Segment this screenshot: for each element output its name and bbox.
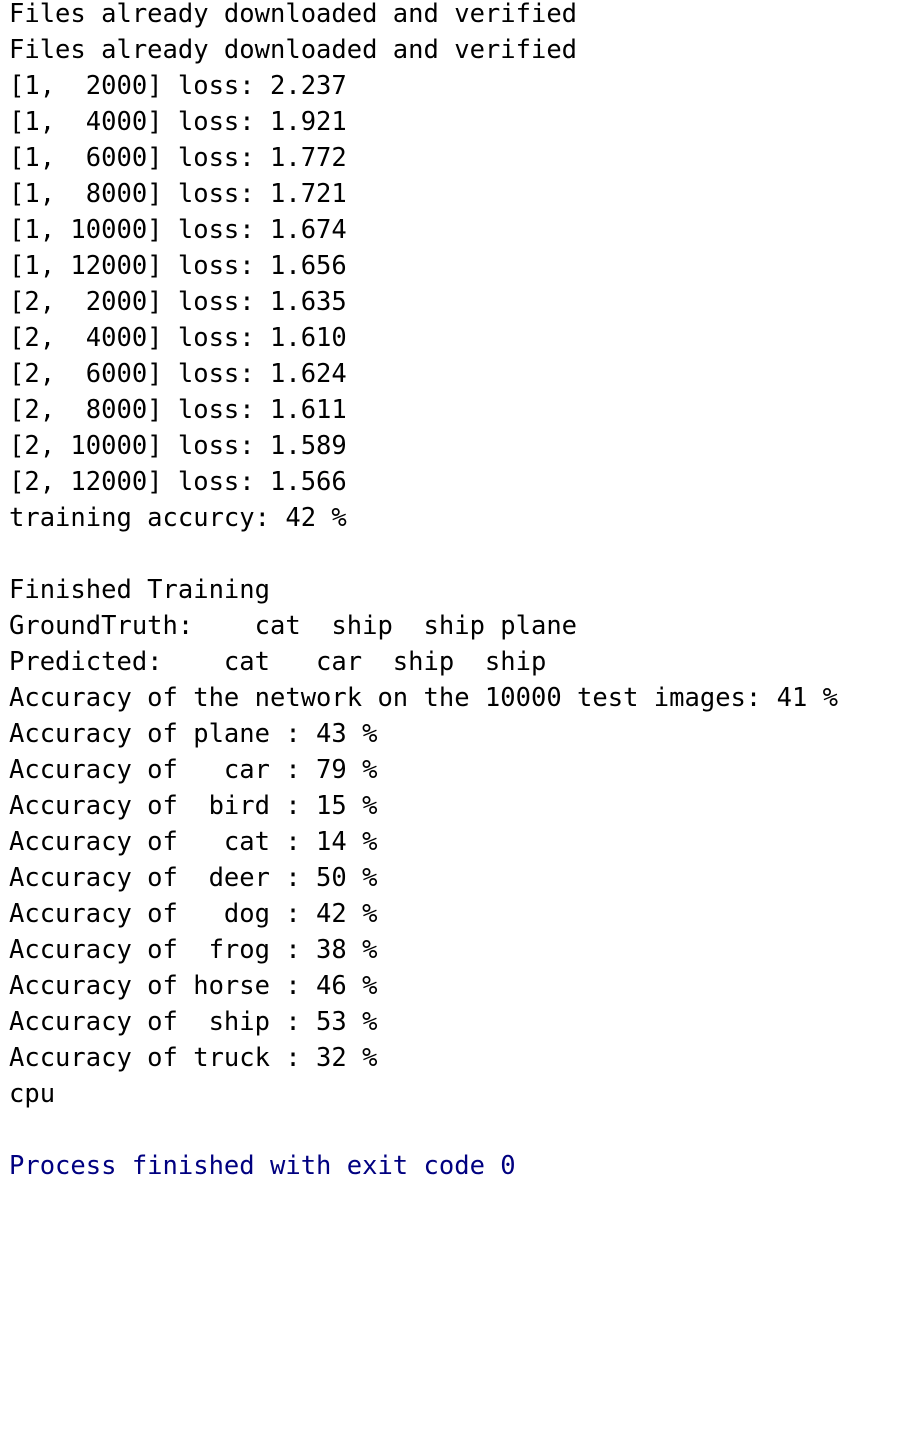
console-line: Accuracy of ship : 53 % [9, 1007, 378, 1037]
console-line: [1, 4000] loss: 1.921 [9, 107, 347, 137]
console-line: [2, 8000] loss: 1.611 [9, 395, 347, 425]
console-line: Accuracy of bird : 15 % [9, 791, 378, 821]
console-line: [2, 6000] loss: 1.624 [9, 359, 347, 389]
console-line: [1, 2000] loss: 2.237 [9, 71, 347, 101]
console-line: GroundTruth: cat ship ship plane [9, 611, 578, 641]
console-line: Finished Training [9, 575, 270, 605]
console-line: [1, 12000] loss: 1.656 [9, 251, 347, 281]
console-line: training accurcy: 42 % [9, 503, 347, 533]
console-line: Accuracy of plane : 43 % [9, 719, 378, 749]
console-line: Accuracy of the network on the 10000 tes… [9, 683, 839, 713]
console-line: [2, 12000] loss: 1.566 [9, 467, 347, 497]
console-line: Files already downloaded and verified [9, 0, 578, 29]
console-line: Accuracy of horse : 46 % [9, 971, 378, 1001]
console-line: Accuracy of car : 79 % [9, 755, 378, 785]
console-line: Accuracy of truck : 32 % [9, 1043, 378, 1073]
console-line: Files already downloaded and verified [9, 35, 578, 65]
process-exit-message: Process finished with exit code 0 [9, 1151, 516, 1181]
console-line: cpu [9, 1079, 56, 1109]
console-line: [2, 10000] loss: 1.589 [9, 431, 347, 461]
console-line: [1, 6000] loss: 1.772 [9, 143, 347, 173]
console-line: [1, 10000] loss: 1.674 [9, 215, 347, 245]
console-line: Accuracy of cat : 14 % [9, 827, 378, 857]
console-line: [2, 2000] loss: 1.635 [9, 287, 347, 317]
console-line: [2, 4000] loss: 1.610 [9, 323, 347, 353]
console-line: Accuracy of frog : 38 % [9, 935, 378, 965]
console-line: [1, 8000] loss: 1.721 [9, 179, 347, 209]
console-line: Accuracy of dog : 42 % [9, 899, 378, 929]
console-line: Accuracy of deer : 50 % [9, 863, 378, 893]
console-line: Predicted: cat car ship ship [9, 647, 547, 677]
